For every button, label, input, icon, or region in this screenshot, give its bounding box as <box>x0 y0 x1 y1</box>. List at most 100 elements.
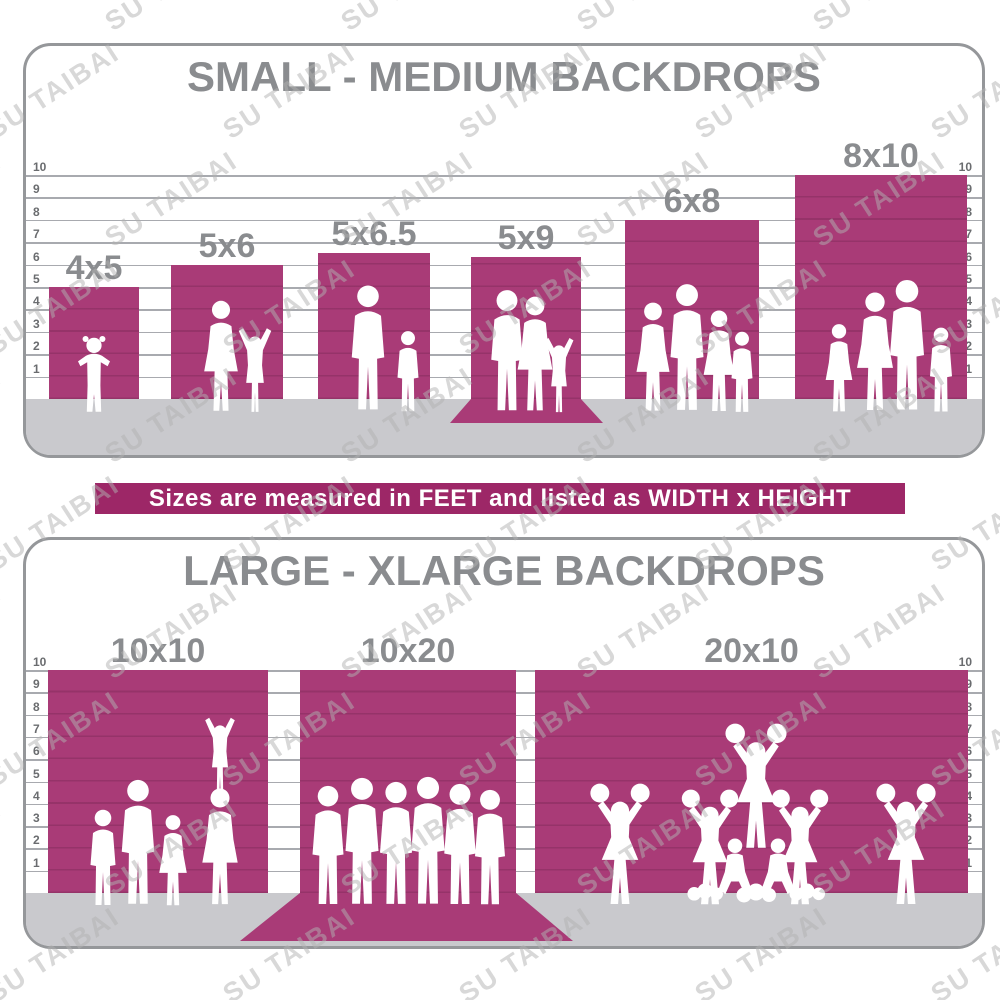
measurement-note-text: Sizes are measured in FEET and listed as… <box>148 484 852 512</box>
silhouette-cheerleader <box>590 783 650 904</box>
backdrop-bar-5x6.5: 5x6.5 <box>318 217 430 412</box>
ruler-tick-right: 1 <box>965 855 972 870</box>
ruler-tick-left: 2 <box>33 833 40 848</box>
ruler-tick-right: 9 <box>965 182 972 197</box>
ruler-tick-right: 4 <box>965 788 972 803</box>
ruler-tick-left: 6 <box>33 249 40 264</box>
silhouette-group <box>590 723 936 905</box>
small-medium-panel: 1 1 2 2 3 3 4 4 5 5 6 6 7 7 8 8 9 9 10 10 4x5 5x6 5x6.5 5x9 6x8… <box>23 43 985 458</box>
ruler-tick-left: 9 <box>33 677 40 692</box>
silhouette-man <box>475 789 505 905</box>
ruler-tick-right: 10 <box>958 160 972 174</box>
size-label: 10x20 <box>360 632 456 670</box>
watermark-text: SU TAIBAI <box>100 0 243 37</box>
backdrop-bar-20x10: 20x10 <box>535 634 968 905</box>
ruler-tick-left: 5 <box>33 766 40 781</box>
silhouette-woman <box>204 300 238 411</box>
ruler-line <box>26 242 982 244</box>
ruler-tick-left: 3 <box>33 811 40 826</box>
watermark-text: SU TAIBAI <box>572 0 715 37</box>
silhouette-group <box>90 717 238 906</box>
backdrop-bar-5x9: 5x9 <box>471 221 581 412</box>
size-label: 6x8 <box>663 181 721 220</box>
size-label: 8x10 <box>843 137 919 175</box>
silhouette-woman <box>703 310 735 411</box>
pom-pom-icon <box>687 883 723 901</box>
ruler-line <box>26 175 982 177</box>
backdrop-floor-sweep <box>450 399 603 423</box>
ruler-tick-left: 1 <box>33 855 40 870</box>
backdrop-floor-sweep <box>240 893 573 941</box>
silhouette-man <box>670 283 704 410</box>
ruler-tick-right: 8 <box>965 204 972 219</box>
silhouette-toddler <box>78 335 110 412</box>
silhouette-group <box>491 289 574 412</box>
silhouette-man <box>312 785 344 905</box>
silhouette-man <box>491 289 523 410</box>
watermark-text: SU TAIBAI <box>0 793 7 900</box>
ruler-tick-left: 8 <box>33 204 40 219</box>
ruler-tick-right: 10 <box>958 655 972 669</box>
backdrop-bar-10x10: 10x10 <box>48 634 268 906</box>
watermark-text: SU TAIBAI <box>0 0 7 37</box>
silhouette-woman <box>202 788 238 905</box>
silhouette-child-arms-up <box>238 327 272 412</box>
ruler-tick-left: 4 <box>33 788 40 803</box>
silhouette-woman <box>517 296 553 411</box>
silhouette-man <box>397 331 419 412</box>
ruler-line <box>26 219 982 222</box>
silhouette-child-arms-up <box>544 337 574 412</box>
ruler-tick-right: 6 <box>965 249 972 264</box>
silhouette-man <box>345 777 379 904</box>
ruler-tick-left: 6 <box>33 744 40 759</box>
ruler-tick-left: 10 <box>33 655 47 669</box>
silhouette-woman <box>159 815 187 906</box>
ruler-tick-right: 3 <box>965 811 972 826</box>
silhouette-group <box>636 283 753 412</box>
silhouette-group <box>351 285 419 412</box>
ruler-tick-left: 7 <box>33 227 40 242</box>
small-medium-panel-inner: 1 1 2 2 3 3 4 4 5 5 6 6 7 7 8 8 9 9 10 10 4x5 5x6 5x6.5 5x9 6x8… <box>26 46 982 455</box>
silhouette-man <box>930 327 952 412</box>
silhouette-man <box>351 285 385 410</box>
size-label: 5x6 <box>198 226 256 265</box>
ruler-tick-left: 9 <box>33 182 40 197</box>
backdrop-bar-4x5: 4x5 <box>49 251 139 412</box>
ruler-tick-left: 5 <box>33 272 40 286</box>
ruler-tick-left: 2 <box>33 339 40 354</box>
watermark-text: SU TAIBAI <box>336 0 479 37</box>
ruler-tick-left: 8 <box>33 699 40 714</box>
ruler-tick-right: 8 <box>965 699 972 714</box>
large-xlarge-panel: 1 1 2 2 3 3 4 4 5 5 6 6 7 7 8 8 9 9 10 10 10x10 10x20 20x10 L… <box>23 537 985 949</box>
backdrop-bar-10x20: 10x20 <box>300 634 516 905</box>
size-label: 4x5 <box>65 249 123 287</box>
ruler-tick-right: 6 <box>965 744 972 759</box>
backdrop-bar-5x6: 5x6 <box>171 229 283 412</box>
ruler-tick-left: 3 <box>33 316 40 331</box>
backdrop-bar-8x10: 8x10 <box>795 139 967 412</box>
silhouette-man <box>380 781 412 904</box>
ruler-tick-right: 1 <box>965 361 972 376</box>
watermark-text: SU TAIBAI <box>0 361 7 468</box>
ruler-tick-right: 2 <box>965 833 972 848</box>
silhouette-woman <box>825 324 853 412</box>
silhouette-man <box>90 809 116 905</box>
ruler-tick-right: 7 <box>965 227 972 242</box>
silhouette-man <box>731 331 753 412</box>
ruler-tick-left: 10 <box>33 160 47 174</box>
size-label: 5x6.5 <box>331 215 417 254</box>
silhouette-man <box>121 779 155 904</box>
ruler-tick-right: 4 <box>965 294 972 309</box>
ruler-tick-left: 4 <box>33 294 40 309</box>
silhouette-cheerleader <box>725 723 787 848</box>
size-label: 10x10 <box>110 632 206 670</box>
ruler-tick-right: 5 <box>965 766 972 781</box>
silhouette-group <box>78 335 110 412</box>
silhouette-group <box>204 300 272 412</box>
measurement-note-banner: Sizes are measured in FEET and listed as… <box>95 483 905 514</box>
ruler-line <box>26 197 982 199</box>
watermark-text: SU TAIBAI <box>0 145 7 252</box>
silhouette-man <box>444 783 476 904</box>
ruler-tick-right: 5 <box>965 272 972 286</box>
